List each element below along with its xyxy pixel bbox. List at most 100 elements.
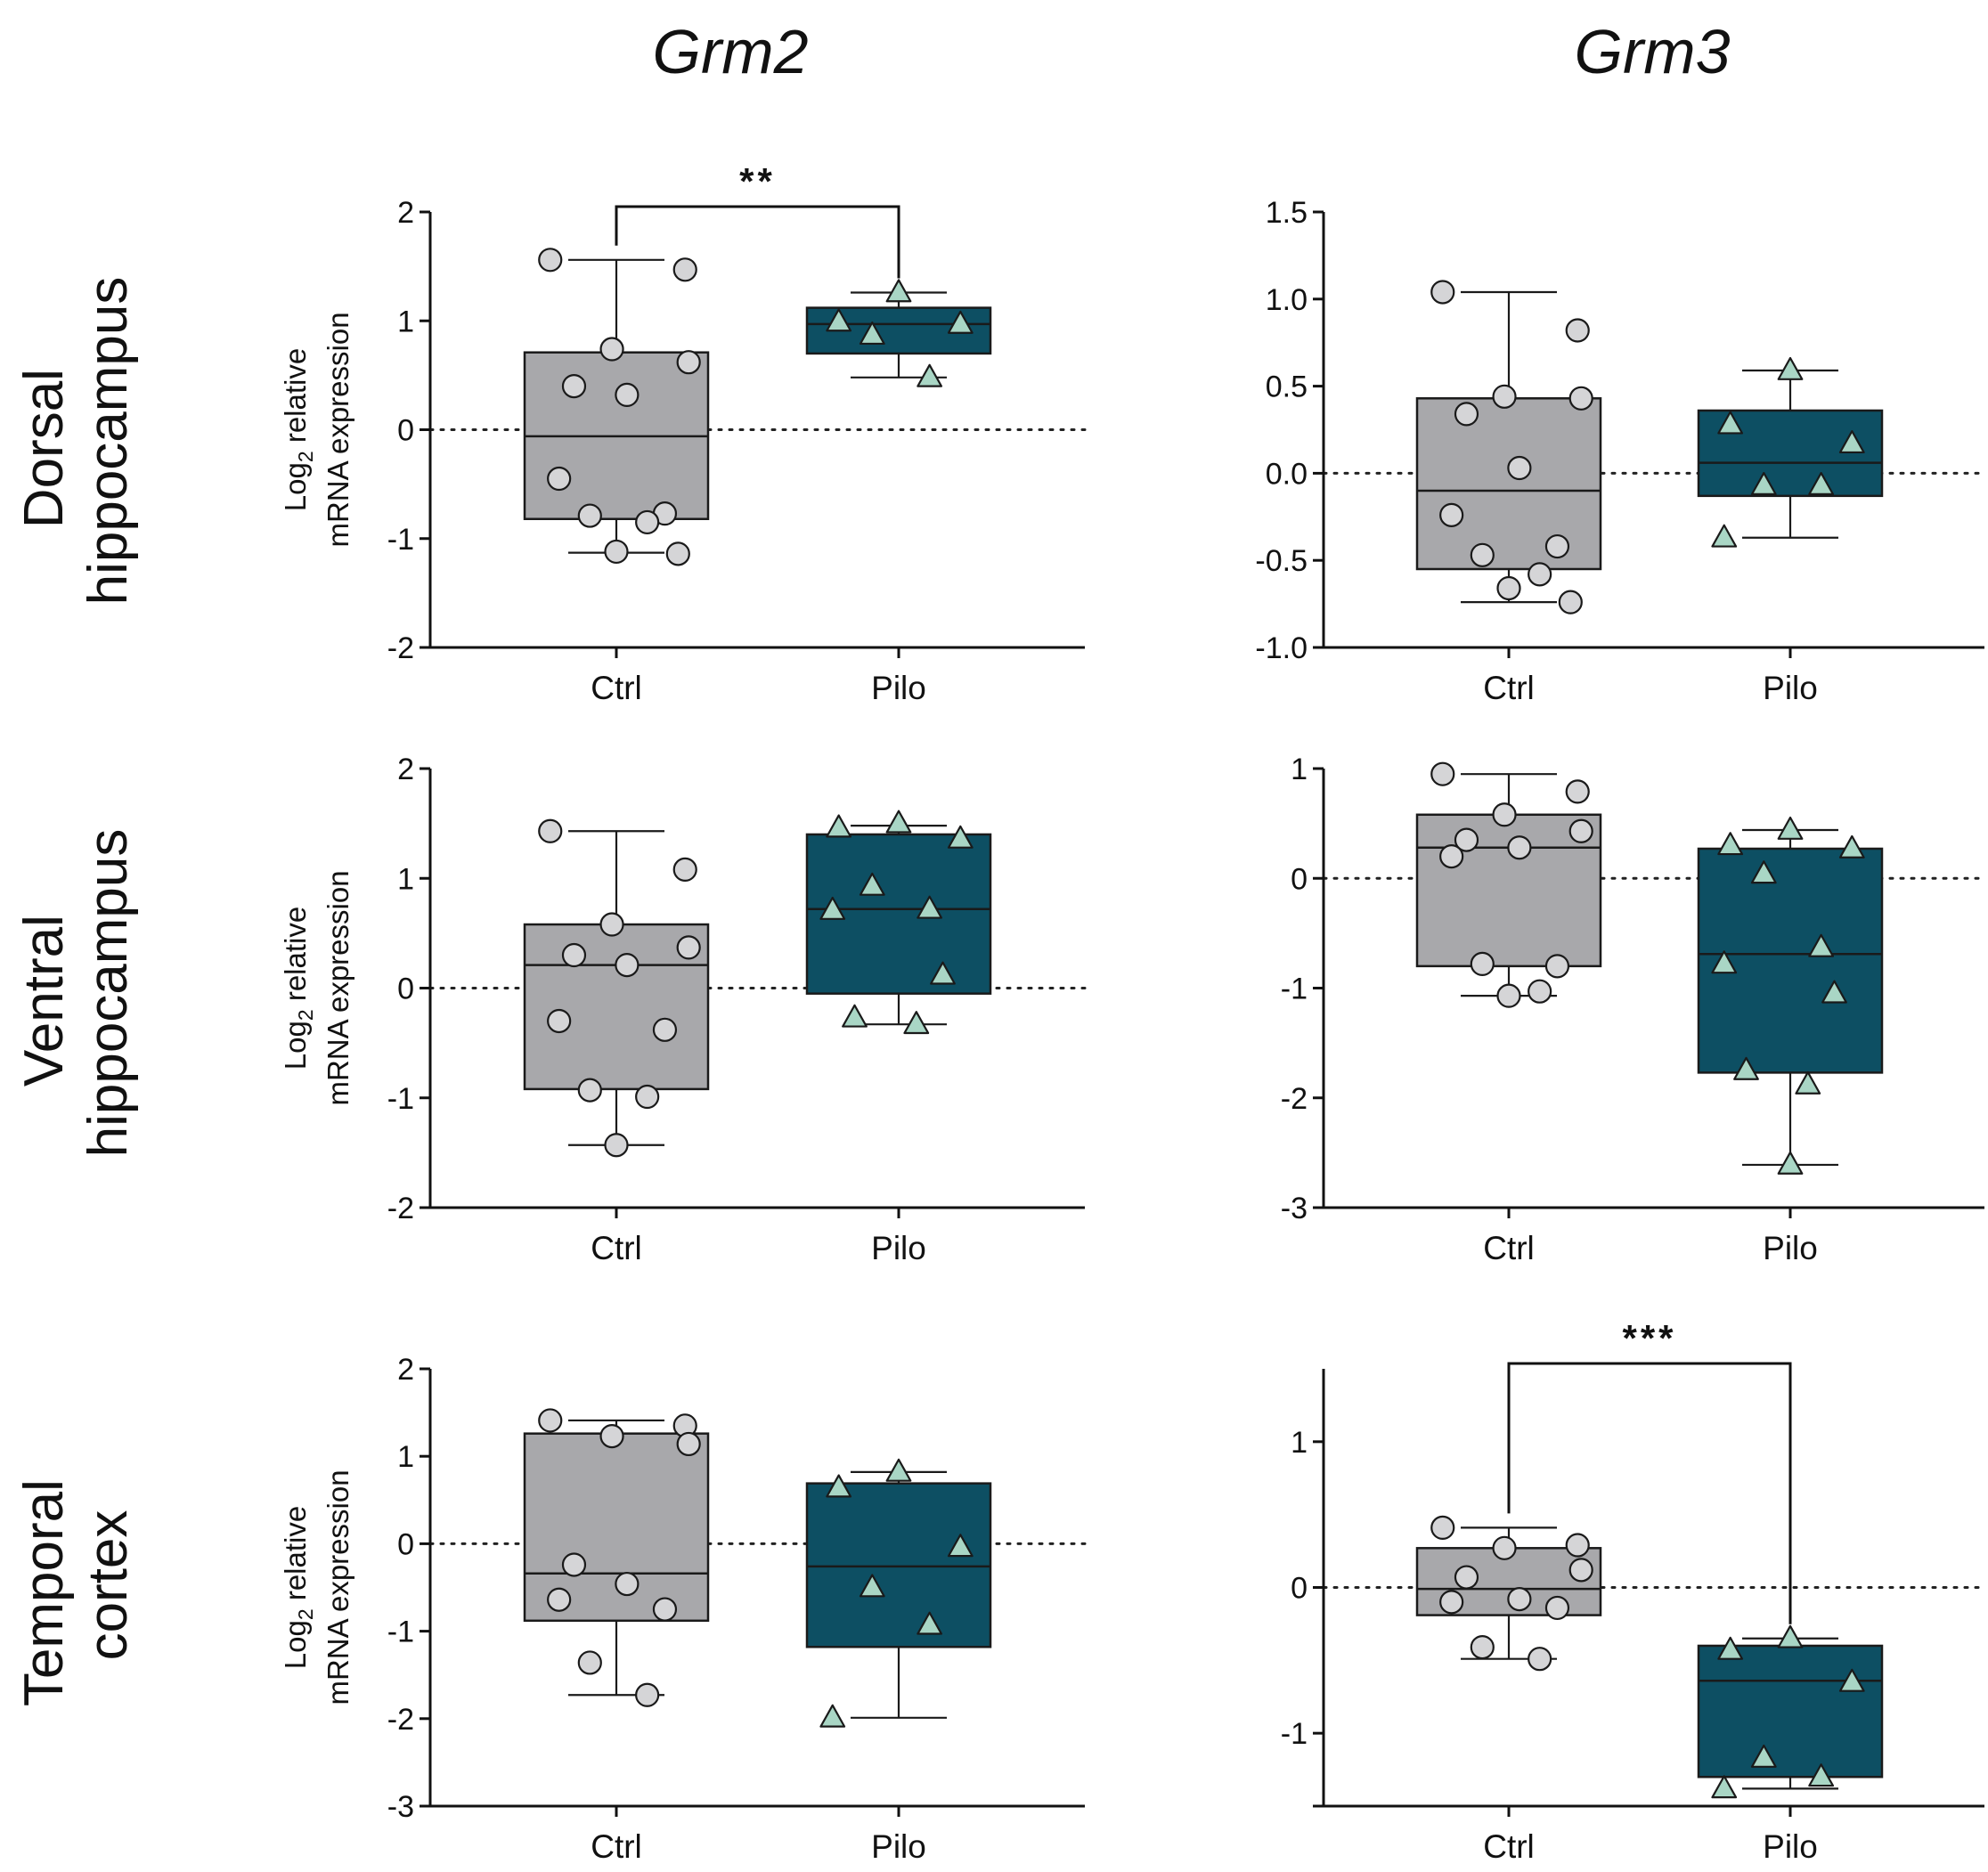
ctrl-data-point [652,1017,678,1042]
pilo-data-point [1838,1668,1865,1692]
ctrl-data-point [604,1133,629,1158]
y-axis-label-subscript: 2 [294,1009,317,1021]
pilo-data-point [1808,471,1835,495]
pilo-data-point [1750,860,1777,884]
y-tick-label: 2 [397,1353,414,1387]
pilo-data-point [930,961,956,985]
pilo-data-point [1777,1151,1804,1175]
y-tick-label: 0.0 [1266,457,1308,491]
row-title-ventral-line1: Ventral [13,915,75,1087]
ctrl-data-point [1558,590,1583,615]
significance-bracket [1507,1362,1792,1624]
ctrl-data-point [1454,402,1479,427]
ctrl-data-point [577,1650,602,1675]
ctrl-data-point [1439,1590,1464,1615]
y-tick-label: -1 [387,523,414,557]
ctrl-data-point [577,503,602,528]
y-tick-label: 0.5 [1266,370,1308,404]
ctrl-data-point [1568,1558,1593,1583]
ctrl-data-point [538,248,563,273]
y-tick-label: -1 [387,1616,414,1649]
y-tick-label: 1.0 [1266,283,1308,317]
y-axis-label-relative: relative [279,1506,312,1609]
ctrl-data-point [599,1424,624,1449]
panel-grm3-dorsal: -1.0 -0.5 0.0 0.5 1.0 1.5 Ctrl Pilo [1255,196,1986,706]
ctrl-data-point [676,350,701,375]
ctrl-data-point [1470,951,1495,976]
y-tick-label: 0 [397,973,414,1006]
pilo-data-point [859,321,885,346]
y-tick-label: -2 [387,1703,414,1737]
y-axis-label-subscript: 2 [294,451,317,462]
column-title-grm2: Grm2 [653,17,809,86]
ctrl-data-point [635,509,660,535]
significance-label: ** [739,160,776,202]
y-tick-label: -3 [1281,1192,1308,1225]
y-axis-label-log: Log [279,1021,312,1070]
ctrl-data-point [1568,386,1593,411]
y-tick-label: 2 [397,196,414,230]
x-tick-label-pilo: Pilo [1763,670,1818,706]
x-tick-label-pilo: Pilo [1763,1828,1818,1865]
row-title-ventral: Ventral hippocampus [13,829,139,1158]
y-tick-label: -1 [1281,973,1308,1006]
ctrl-data-point [1430,280,1455,305]
pilo-data-point [819,1704,846,1728]
ctrl-data-point [1565,318,1590,343]
pilo-box [1697,1644,1884,1778]
ctrl-data-point [676,1431,701,1457]
pilo-data-point [1808,1763,1835,1787]
pilo-data-point [819,896,846,920]
pilo-data-point [826,814,852,838]
pilo-data-point [1777,816,1804,840]
pilo-data-point [947,310,974,334]
ctrl-data-point [1496,983,1521,1008]
panel-grm3-temporal: -1 0 1 Ctrl Pilo *** [1281,1317,1986,1865]
row-title-dorsal: Dorsal hippocampus [13,277,139,606]
y-tick-label: 0 [397,414,414,448]
ctrl-data-point [599,912,624,937]
ctrl-data-point [577,1078,602,1103]
y-tick-label: -1 [387,1082,414,1116]
ctrl-data-point [615,1571,640,1597]
y-tick-label: 1 [397,1440,414,1474]
ctrl-data-point [547,466,572,492]
y-tick-label: 1 [397,862,414,896]
y-axis-label-relative: relative [279,348,312,452]
pilo-data-point [1711,524,1738,548]
pilo-data-point [859,1574,885,1598]
row-title-temporal-line2: cortex [77,1510,139,1661]
ctrl-data-point [538,818,563,843]
ctrl-data-point [1492,384,1517,409]
y-axis-label-line1: Log2 relative [279,348,317,511]
ctrl-data-point [1470,1635,1495,1660]
y-tick-label: 2 [397,753,414,786]
y-tick-label: 1 [397,305,414,338]
y-axis-label-line1: Log2 relative [279,1506,317,1669]
pilo-data-point [885,1458,912,1482]
x-tick-label-pilo: Pilo [871,1230,926,1266]
ctrl-data-point [615,382,640,407]
y-axis-label-relative: relative [279,907,312,1010]
pilo-data-point [1711,950,1738,974]
x-tick-label-pilo: Pilo [871,670,926,706]
x-tick-label-pilo: Pilo [1763,1230,1818,1266]
ctrl-data-point [1528,562,1552,587]
pilo-box [805,1482,992,1648]
ctrl-data-point [635,1084,660,1110]
pilo-data-point [903,1011,930,1035]
y-axis-label-log: Log [279,1620,312,1669]
pilo-data-point [1717,832,1744,856]
significance-label: *** [1622,1317,1676,1359]
y-axis-label-line2: mRNA expression [322,1469,354,1705]
y-axis-label-line1: Log2 relative [279,907,317,1070]
y-tick-label: 0 [397,1527,414,1561]
ctrl-data-point [1496,575,1521,601]
pilo-data-point [1750,1744,1777,1768]
pilo-data-point [1777,1624,1804,1648]
pilo-data-point [1808,933,1835,957]
ctrl-data-point [665,541,690,566]
panel-grm3-ventral: -3 -2 -1 0 1 Ctrl Pilo [1281,753,1986,1266]
ctrl-data-point [1470,542,1495,567]
